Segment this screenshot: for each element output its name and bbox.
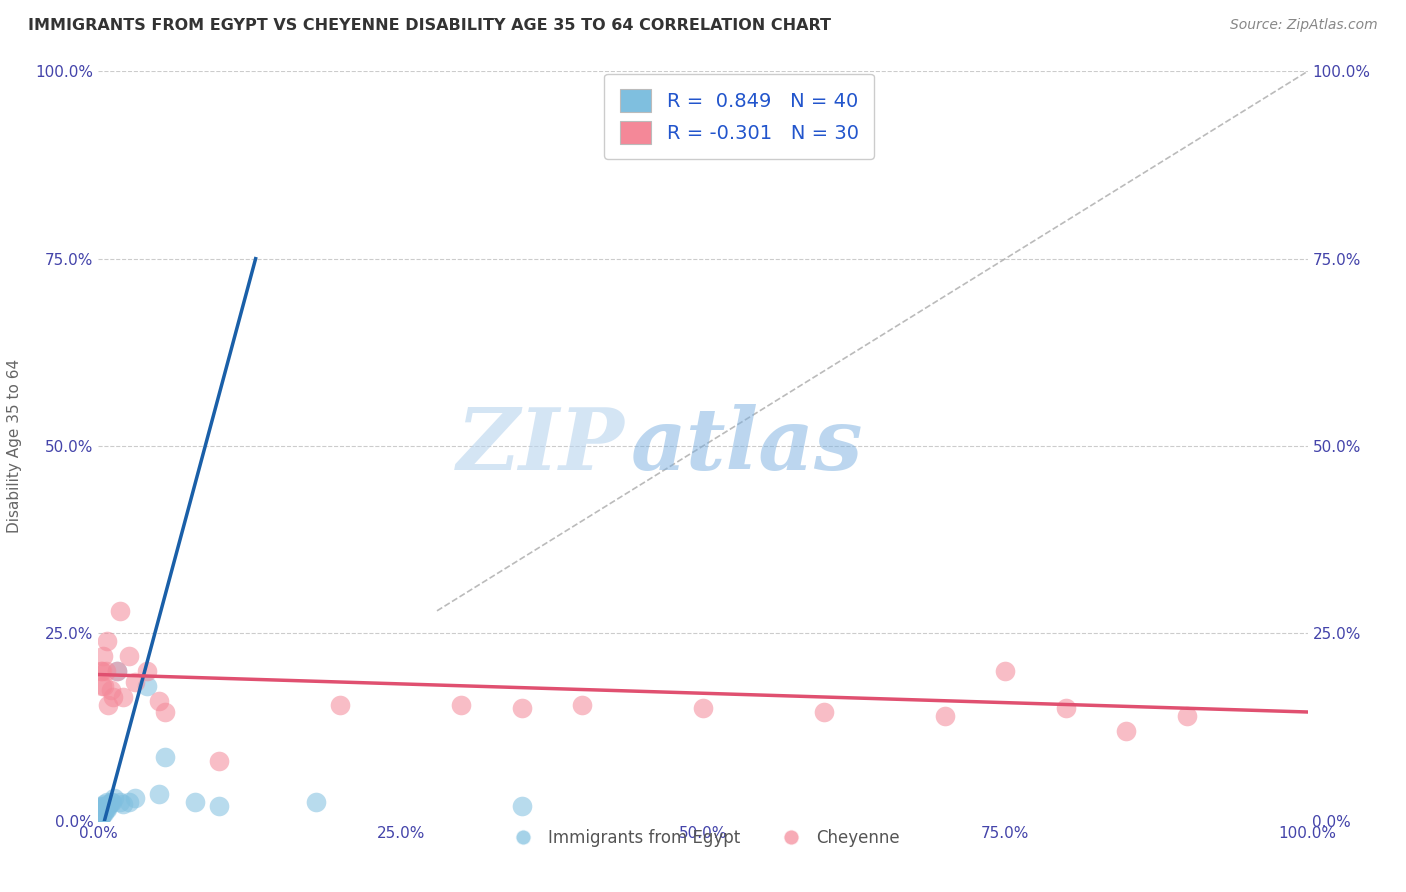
Point (101, 690, 124, 704)
Point (91, 802, 114, 816)
Point (96, 633, 118, 648)
Point (105, 664, 128, 678)
Legend: Immigrants from Egypt, Cheyenne: Immigrants from Egypt, Cheyenne (501, 822, 905, 854)
Point (450, 698, 472, 712)
Point (91, 648, 114, 663)
Point (94, 802, 117, 816)
Point (90, 802, 112, 816)
Point (91, 802, 114, 816)
Point (91, 664, 114, 678)
Point (208, 798, 231, 813)
Point (89, 810, 111, 824)
Point (98, 797, 121, 812)
Point (90, 806, 112, 821)
Point (91, 807, 114, 822)
Point (93, 806, 115, 821)
Point (90, 805, 112, 819)
Point (208, 754, 231, 768)
Point (96, 795, 118, 809)
Point (89, 810, 111, 824)
Point (90, 807, 112, 822)
Point (94, 664, 117, 678)
Point (124, 675, 146, 690)
Point (692, 701, 714, 715)
Point (91, 806, 114, 821)
Point (93, 679, 115, 693)
Point (89, 806, 111, 821)
Point (100, 795, 122, 809)
Point (94, 798, 117, 813)
Point (111, 690, 134, 704)
Point (1054, 701, 1077, 715)
Point (184, 795, 207, 809)
Point (90, 664, 112, 678)
Point (100, 682, 122, 697)
Point (153, 705, 176, 719)
Point (91, 806, 114, 821)
Point (813, 705, 835, 719)
Point (1115, 723, 1137, 738)
Point (934, 708, 956, 723)
Point (111, 797, 134, 812)
Point (97, 698, 120, 712)
Point (510, 798, 533, 813)
Point (1175, 708, 1198, 723)
Point (571, 698, 593, 712)
Point (135, 679, 157, 693)
Point (89, 807, 111, 822)
Point (148, 788, 170, 802)
Point (118, 648, 141, 663)
Text: atlas: atlas (630, 404, 863, 488)
Point (97, 798, 120, 813)
Point (93, 800, 115, 814)
Point (118, 795, 141, 809)
Point (100, 795, 122, 809)
Text: IMMIGRANTS FROM EGYPT VS CHEYENNE DISABILITY AGE 35 TO 64 CORRELATION CHART: IMMIGRANTS FROM EGYPT VS CHEYENNE DISABI… (28, 18, 831, 33)
Point (510, 701, 533, 715)
Point (305, 795, 328, 809)
Point (329, 698, 352, 712)
Point (108, 604, 131, 618)
Point (91, 798, 114, 813)
Point (108, 795, 131, 809)
Text: Source: ZipAtlas.com: Source: ZipAtlas.com (1230, 18, 1378, 32)
Text: ZIP: ZIP (457, 404, 624, 488)
Point (994, 664, 1017, 678)
Point (91, 679, 114, 693)
Point (93, 797, 115, 812)
Point (135, 664, 157, 678)
Point (90, 810, 112, 824)
Point (105, 664, 128, 678)
Point (124, 791, 146, 805)
Point (103, 791, 125, 805)
Point (96, 802, 118, 816)
Point (148, 694, 170, 708)
Y-axis label: Disability Age 35 to 64: Disability Age 35 to 64 (7, 359, 21, 533)
Point (91, 798, 114, 813)
Point (153, 750, 176, 764)
